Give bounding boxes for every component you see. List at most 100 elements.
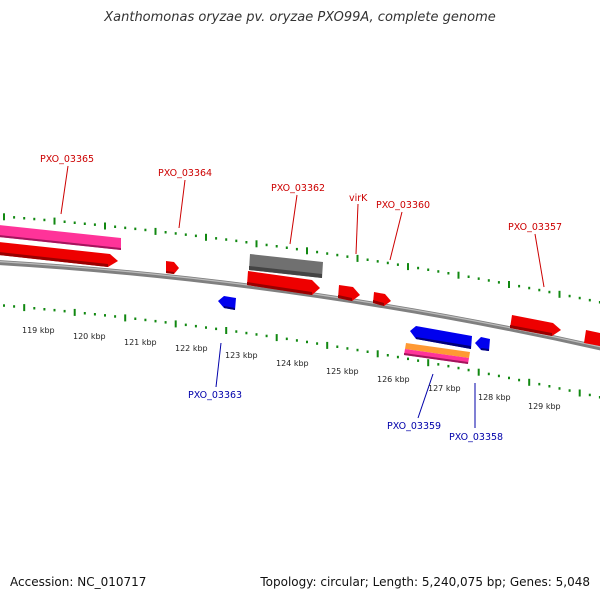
outer-tick xyxy=(134,227,137,231)
outer-tick xyxy=(508,281,510,288)
feature-red-cds-360-edge xyxy=(373,300,384,306)
inner-tick xyxy=(134,317,137,320)
inner-tick xyxy=(407,357,409,361)
outer-tick xyxy=(477,277,480,280)
inner-tick xyxy=(588,393,591,397)
gene-label-pxo-03360[interactable]: PXO_03360 xyxy=(376,200,430,211)
inner-tick xyxy=(245,331,248,335)
feature-pink-cds-2-edge xyxy=(404,353,468,364)
inner-tick xyxy=(508,376,510,380)
outer-tick xyxy=(346,255,349,258)
leader-pxo-03360 xyxy=(389,211,403,261)
outer-tick xyxy=(578,296,581,300)
inner-tick xyxy=(184,323,187,327)
outer-tick xyxy=(33,217,36,221)
scale-label-129kbp: 129 kbp xyxy=(528,402,561,411)
gene-label-pxo-03362[interactable]: PXO_03362 xyxy=(271,183,325,194)
outer-tick xyxy=(265,243,268,247)
gene-label-pxo-03359[interactable]: PXO_03359 xyxy=(387,421,441,432)
inner-tick xyxy=(427,359,430,367)
outer-tick xyxy=(568,294,571,298)
inner-tick xyxy=(63,309,66,313)
inner-tick xyxy=(265,334,268,338)
inner-tick xyxy=(447,364,450,368)
inner-tick xyxy=(346,347,349,350)
feature-pink-cds-1[interactable] xyxy=(0,224,121,250)
inner-tick xyxy=(144,318,147,322)
feature-orange-cds[interactable] xyxy=(405,343,470,358)
inner-tick xyxy=(467,368,470,372)
inner-tick xyxy=(255,333,258,336)
inner-tick xyxy=(295,339,298,342)
outer-tick xyxy=(316,250,319,254)
inner-tick-row xyxy=(3,304,600,399)
feature-red-cds-365[interactable] xyxy=(0,241,118,267)
inner-tick xyxy=(417,359,420,362)
gene-label-pxo-03364[interactable]: PXO_03364 xyxy=(158,168,212,179)
inner-tick xyxy=(235,330,238,333)
leader-pxo-03362 xyxy=(289,194,298,245)
inner-tick xyxy=(104,314,106,317)
inner-tick xyxy=(487,372,490,376)
inner-tick xyxy=(457,366,460,370)
inner-tick xyxy=(93,313,96,316)
scale-label-126kbp: 126 kbp xyxy=(377,375,410,384)
outer-tick xyxy=(326,252,329,255)
scale-label-120kbp: 120 kbp xyxy=(73,332,106,341)
inner-tick xyxy=(376,350,379,358)
feature-red-cds-362[interactable] xyxy=(247,271,320,295)
feature-red-cds-364[interactable] xyxy=(166,261,179,274)
outer-tick xyxy=(487,279,490,282)
inner-tick xyxy=(528,378,531,386)
inner-tick xyxy=(43,308,46,311)
leader-virk xyxy=(355,203,359,255)
gene-label-pxo-03358[interactable]: PXO_03358 xyxy=(449,432,503,443)
outer-tick xyxy=(295,247,298,251)
scale-label-125kbp: 125 kbp xyxy=(326,367,359,376)
outer-tick xyxy=(205,233,207,241)
gene-label-pxo-03365[interactable]: PXO_03365 xyxy=(40,154,94,165)
gene-label-pxo-03363[interactable]: PXO_03363 xyxy=(188,390,242,401)
outer-tick xyxy=(83,222,86,225)
outer-tick xyxy=(235,239,238,243)
gene-label-virk[interactable]: virK xyxy=(349,193,368,204)
feature-red-cds-357[interactable] xyxy=(510,315,561,336)
inner-tick xyxy=(285,337,288,341)
feature-red-cds-edge-right[interactable] xyxy=(584,330,600,347)
outer-tick xyxy=(588,298,591,302)
outer-tick xyxy=(174,232,177,235)
outer-tick xyxy=(558,290,561,298)
inner-tick xyxy=(326,341,329,349)
feature-gray-cds-362-edge xyxy=(249,266,322,278)
scale-label-127kbp: 127 kbp xyxy=(428,384,461,393)
inner-tick xyxy=(477,368,480,376)
feature-red-cds-357-edge xyxy=(510,325,552,336)
feature-red-cds-362-edge xyxy=(247,282,312,295)
outer-tick xyxy=(386,261,389,265)
inner-tick xyxy=(336,345,339,348)
inner-tick xyxy=(386,354,389,357)
feature-blue-cds-363[interactable] xyxy=(218,296,236,310)
inner-tick xyxy=(225,327,228,334)
outer-tick xyxy=(73,221,76,224)
leader-pxo-03365 xyxy=(60,165,69,215)
outer-tick xyxy=(497,281,500,284)
inner-tick xyxy=(215,327,218,331)
inner-tick xyxy=(73,308,76,316)
gene-label-pxo-03357[interactable]: PXO_03357 xyxy=(508,222,562,233)
feature-blue-cds-359[interactable] xyxy=(410,326,472,349)
inner-tick xyxy=(53,308,56,312)
outer-tick xyxy=(427,268,430,271)
outer-tick xyxy=(548,290,551,294)
feature-red-cds-virk-edge xyxy=(338,295,352,301)
inner-tick xyxy=(3,304,5,307)
outer-tick xyxy=(43,218,46,222)
outer-tick xyxy=(194,234,197,238)
inner-tick xyxy=(518,378,521,382)
outer-tick xyxy=(538,288,541,292)
outer-tick xyxy=(53,217,56,225)
feature-blue-cds-358[interactable] xyxy=(475,337,490,351)
outer-tick xyxy=(598,301,600,304)
outer-tick xyxy=(285,246,288,249)
